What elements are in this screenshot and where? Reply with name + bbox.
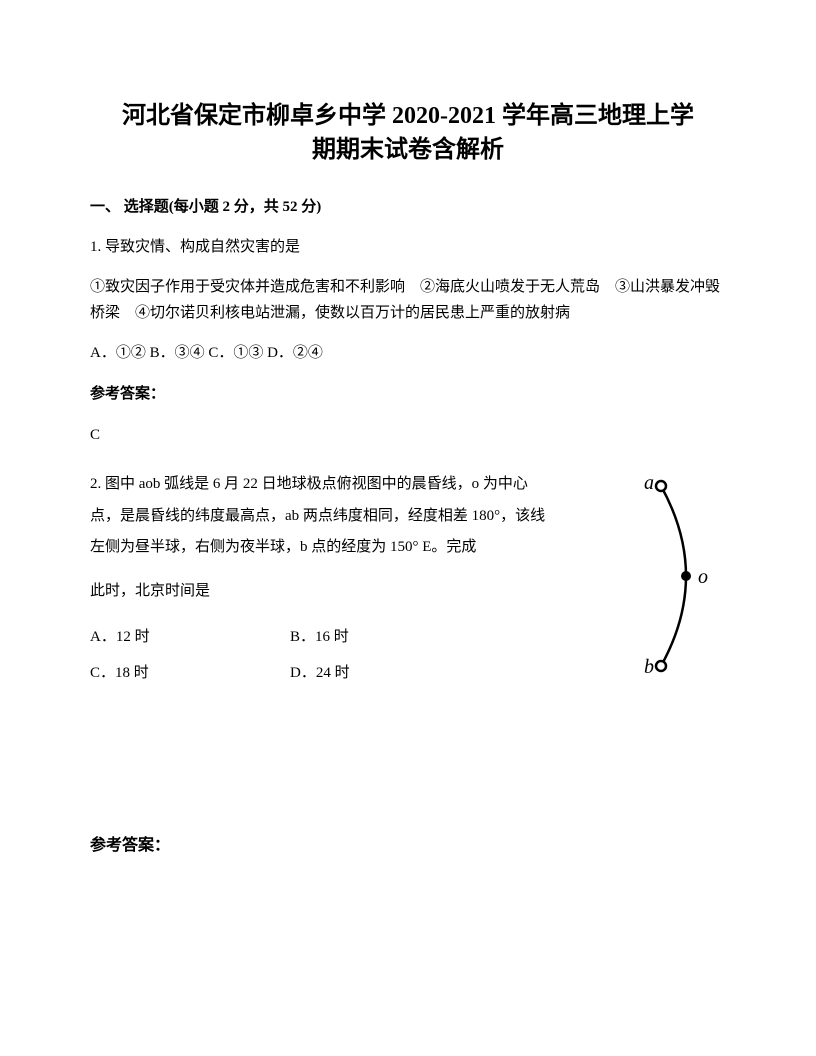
title-line-1: 河北省保定市柳卓乡中学 2020-2021 学年高三地理上学 [90, 100, 726, 134]
title-line-2: 期期末试卷含解析 [90, 134, 726, 168]
svg-text:b: b [644, 656, 654, 678]
q1-options: A．①② B．③④ C．①③ D．②④ [90, 340, 726, 367]
arc-diagram: a o b [636, 471, 726, 686]
q2-option-row-1: A．12 时 B．16 时 [90, 619, 726, 655]
q2-option-c: C．18 时 [90, 655, 290, 691]
q1-answer-label: 参考答案： [90, 381, 726, 408]
q1-answer: C [90, 422, 726, 449]
section-header: 一、 选择题(每小题 2 分，共 52 分) [90, 195, 726, 216]
svg-text:a: a [644, 472, 654, 494]
q1-statements: ①致灾因子作用于受灾体并造成危害和不利影响 ②海底火山喷发于无人荒岛 ③山洪暴发… [90, 275, 726, 326]
q2-option-d: D．24 时 [290, 655, 490, 691]
svg-text:o: o [698, 566, 708, 588]
q2-prompt: 2. 图中 aob 弧线是 6 月 22 日地球极点俯视图中的晨昏线，o 为中心… [90, 469, 550, 564]
q2-answer-label: 参考答案： [90, 831, 726, 855]
q2-options: A．12 时 B．16 时 C．18 时 D．24 时 [90, 619, 726, 691]
question-2: 2. 图中 aob 弧线是 6 月 22 日地球极点俯视图中的晨昏线，o 为中心… [90, 469, 726, 691]
q2-option-b: B．16 时 [290, 619, 490, 655]
q2-option-row-2: C．18 时 D．24 时 [90, 655, 726, 691]
q2-option-a: A．12 时 [90, 619, 290, 655]
q1-prompt: 1. 导致灾情、构成自然灾害的是 [90, 234, 726, 261]
q2-sub-prompt: 此时，北京时间是 [90, 578, 726, 605]
page-title: 河北省保定市柳卓乡中学 2020-2021 学年高三地理上学 期期末试卷含解析 [90, 100, 726, 167]
question-1: 1. 导致灾情、构成自然灾害的是 ①致灾因子作用于受灾体并造成危害和不利影响 ②… [90, 234, 726, 449]
